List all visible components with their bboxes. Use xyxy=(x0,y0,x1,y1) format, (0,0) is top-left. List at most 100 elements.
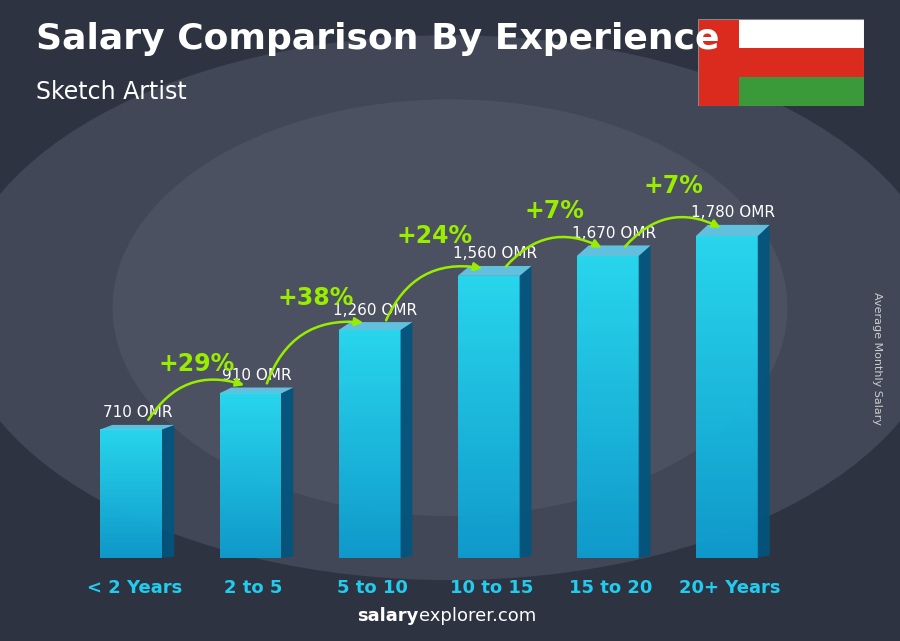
Bar xyxy=(101,458,162,460)
Bar xyxy=(577,365,639,369)
Bar xyxy=(338,464,400,467)
Bar xyxy=(220,451,282,453)
Bar xyxy=(220,397,282,399)
Bar xyxy=(101,440,162,442)
Bar xyxy=(458,294,519,297)
Bar xyxy=(696,489,758,494)
Bar xyxy=(696,393,758,397)
Bar xyxy=(220,465,282,467)
Bar xyxy=(577,362,639,365)
Bar xyxy=(338,381,400,384)
Bar xyxy=(220,551,282,554)
Bar xyxy=(220,496,282,498)
Bar xyxy=(220,406,282,408)
Bar xyxy=(220,481,282,484)
Bar xyxy=(577,475,639,478)
Text: salary: salary xyxy=(357,607,418,625)
Bar xyxy=(696,308,758,313)
Bar xyxy=(101,445,162,447)
Bar xyxy=(696,478,758,481)
Bar xyxy=(577,354,639,358)
Bar xyxy=(220,533,282,535)
Text: +7%: +7% xyxy=(524,199,584,223)
Bar xyxy=(696,240,758,244)
Bar xyxy=(220,531,282,533)
Bar xyxy=(696,304,758,308)
Bar xyxy=(101,437,162,439)
Bar xyxy=(577,501,639,505)
Bar xyxy=(458,515,519,519)
Bar xyxy=(577,301,639,305)
Bar xyxy=(577,494,639,497)
Bar xyxy=(101,439,162,440)
Bar xyxy=(696,473,758,478)
Bar xyxy=(220,498,282,500)
Bar xyxy=(458,332,519,336)
Bar xyxy=(696,433,758,437)
Bar xyxy=(220,539,282,541)
Bar xyxy=(220,459,282,461)
Bar xyxy=(220,394,282,395)
Bar xyxy=(338,492,400,495)
Bar xyxy=(458,438,519,442)
Bar xyxy=(577,437,639,441)
Bar xyxy=(577,339,639,343)
Bar xyxy=(101,436,162,437)
Bar xyxy=(338,358,400,362)
Bar xyxy=(338,498,400,501)
Bar xyxy=(577,486,639,490)
Bar xyxy=(220,500,282,502)
Polygon shape xyxy=(162,425,175,558)
Bar xyxy=(458,346,519,350)
Bar xyxy=(696,313,758,317)
Bar xyxy=(101,429,162,431)
Bar xyxy=(101,442,162,444)
Bar xyxy=(338,526,400,529)
Bar xyxy=(338,424,400,427)
Bar xyxy=(220,408,282,410)
Bar xyxy=(458,378,519,381)
Bar xyxy=(577,509,639,512)
Bar xyxy=(696,405,758,409)
Bar xyxy=(338,393,400,395)
Text: +7%: +7% xyxy=(644,174,703,197)
Text: 710 OMR: 710 OMR xyxy=(103,405,172,420)
Bar xyxy=(220,471,282,474)
Bar xyxy=(577,343,639,347)
Bar xyxy=(101,526,162,527)
Bar xyxy=(577,347,639,350)
Bar xyxy=(338,415,400,419)
Bar xyxy=(101,481,162,482)
Polygon shape xyxy=(458,266,532,276)
Bar xyxy=(577,478,639,482)
Bar xyxy=(101,452,162,453)
Bar xyxy=(458,388,519,392)
Bar xyxy=(220,535,282,537)
Bar xyxy=(458,428,519,431)
Bar xyxy=(101,524,162,526)
Bar xyxy=(101,535,162,537)
Bar xyxy=(101,540,162,542)
Bar xyxy=(577,445,639,448)
Bar xyxy=(101,460,162,462)
Bar xyxy=(101,449,162,450)
Polygon shape xyxy=(577,246,651,256)
Bar xyxy=(101,548,162,549)
Bar xyxy=(458,526,519,529)
Bar xyxy=(458,424,519,428)
Bar xyxy=(696,260,758,264)
Bar xyxy=(577,294,639,297)
Bar xyxy=(458,374,519,378)
Bar xyxy=(338,421,400,424)
Bar xyxy=(220,502,282,504)
Bar xyxy=(577,335,639,339)
Bar xyxy=(101,537,162,538)
Bar xyxy=(696,425,758,429)
Bar xyxy=(458,463,519,466)
Bar xyxy=(338,372,400,376)
Bar xyxy=(696,264,758,269)
Bar xyxy=(696,462,758,465)
Bar xyxy=(101,431,162,433)
Bar xyxy=(101,530,162,532)
Bar xyxy=(696,340,758,345)
